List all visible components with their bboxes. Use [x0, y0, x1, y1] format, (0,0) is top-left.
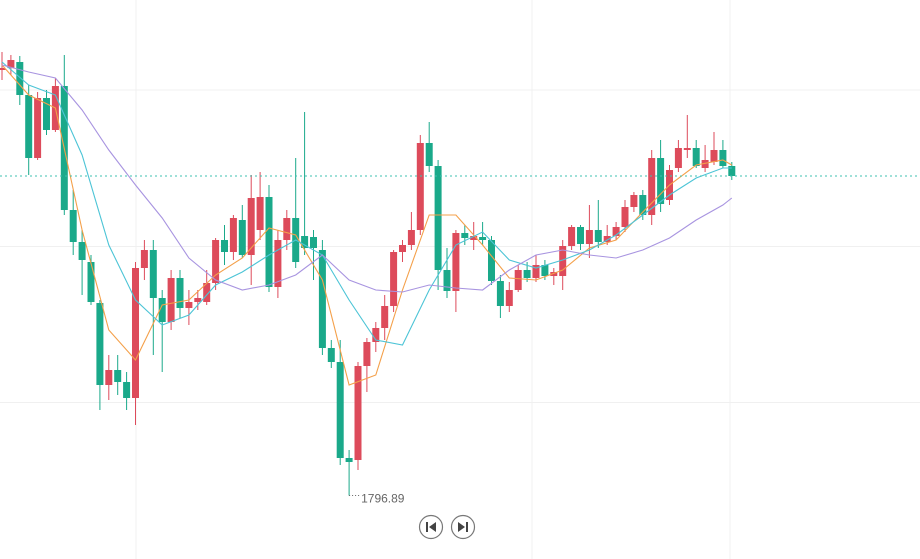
candle-body	[479, 237, 487, 240]
candle-body	[639, 195, 647, 215]
candle-body	[559, 246, 567, 276]
candle-body	[363, 342, 371, 366]
candle-body	[140, 250, 148, 268]
candle-body	[550, 272, 558, 276]
candle-body	[674, 148, 682, 168]
prev-button[interactable]	[418, 514, 444, 540]
candle-body	[416, 143, 424, 230]
candle-body	[43, 98, 50, 130]
candle-body	[229, 218, 237, 252]
candle-body	[603, 236, 611, 242]
candle-body	[336, 362, 344, 458]
candle-body	[630, 195, 638, 207]
candle-body	[683, 148, 691, 150]
candle-body	[238, 220, 246, 255]
candle-body	[132, 268, 139, 398]
candle-body	[657, 158, 665, 204]
candle-body	[265, 197, 273, 287]
candle-body	[310, 237, 317, 248]
candle-body	[7, 60, 15, 68]
candle-body	[78, 242, 86, 260]
candle-body	[710, 150, 718, 162]
candle-body	[523, 270, 531, 278]
candle-body	[577, 227, 584, 244]
next-icon-bar	[466, 522, 468, 532]
candle-body	[149, 250, 157, 298]
prev-icon-bar	[426, 522, 428, 532]
candle-body	[585, 230, 593, 244]
candle-body	[105, 370, 113, 385]
candle-body	[514, 270, 522, 290]
candle-body	[488, 240, 495, 281]
next-icon-arrow	[458, 522, 465, 532]
candle-body	[692, 148, 700, 166]
candle-body	[185, 302, 193, 308]
candle-body	[719, 150, 727, 166]
candle-body	[301, 236, 309, 248]
candle-body	[123, 382, 131, 398]
candle-body	[87, 262, 95, 302]
candle-body	[194, 298, 202, 302]
candle-body	[16, 62, 24, 95]
candle-body	[434, 166, 442, 270]
candle-body	[274, 240, 282, 287]
candle-body	[345, 458, 353, 462]
candle-body	[452, 233, 460, 291]
candle-body	[541, 265, 549, 276]
candle-body	[283, 218, 291, 240]
candle-body	[621, 207, 629, 227]
candle-body	[496, 281, 504, 306]
candle-body	[96, 303, 104, 385]
low-label: 1796.89	[361, 492, 405, 506]
candle-body	[443, 270, 451, 291]
candle-body	[425, 143, 433, 166]
candle-body	[327, 348, 335, 362]
candle-body	[372, 328, 380, 342]
moving-average-line	[1, 61, 732, 346]
candle-body	[176, 278, 184, 308]
prev-icon-arrow	[429, 522, 436, 532]
candle-body	[407, 230, 415, 245]
candle-body	[158, 298, 166, 322]
moving-average-line	[1, 64, 733, 293]
candle-body	[568, 227, 576, 246]
candle-body	[532, 265, 540, 278]
candle-body	[69, 210, 77, 242]
candle-body	[701, 160, 709, 168]
candle-body	[461, 233, 469, 238]
candle-body	[399, 245, 406, 252]
candle-body	[354, 366, 362, 460]
candle-body	[203, 283, 211, 302]
candle-body	[256, 197, 264, 230]
candle-body	[318, 250, 326, 348]
candle-body	[25, 95, 33, 158]
candle-body	[648, 158, 656, 215]
next-button[interactable]	[450, 514, 476, 540]
candle-body	[390, 252, 398, 306]
candle-body	[34, 98, 42, 158]
candle-body	[470, 236, 478, 240]
candle-body	[381, 306, 389, 328]
candle-body	[612, 227, 620, 236]
candle-body	[505, 290, 513, 306]
candle-body	[0, 68, 6, 70]
candle-body	[212, 240, 220, 283]
candle-body	[114, 370, 122, 382]
candle-body	[247, 198, 255, 255]
candle-body	[167, 278, 175, 322]
candle-body	[728, 166, 736, 176]
candle-body	[221, 240, 228, 252]
candle-body	[594, 230, 602, 242]
moving-average-line	[1, 64, 733, 386]
